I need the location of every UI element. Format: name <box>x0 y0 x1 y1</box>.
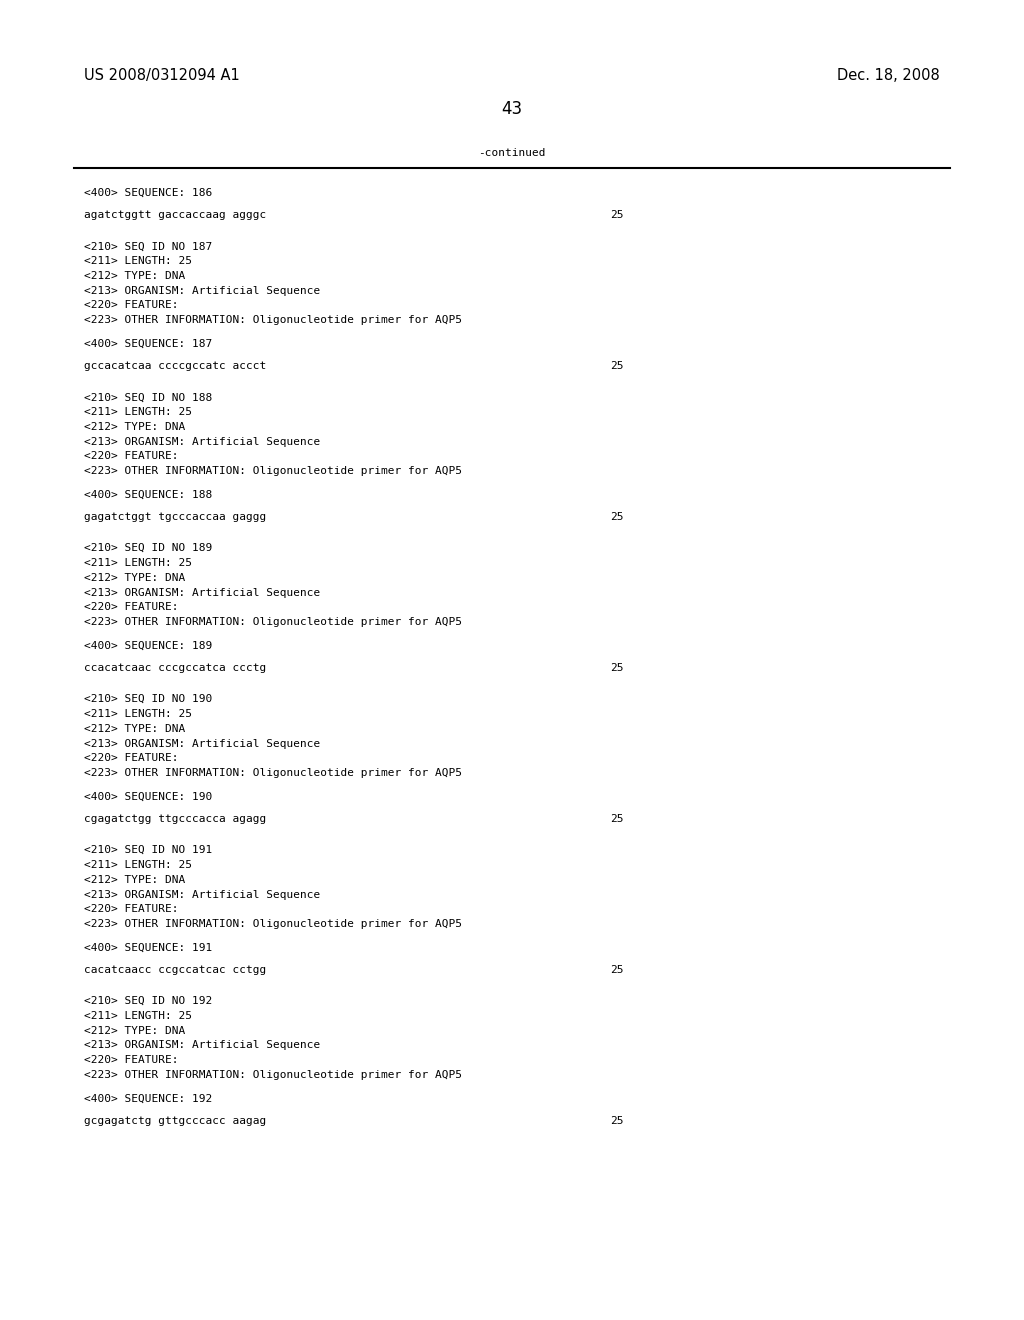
Text: <210> SEQ ID NO 188: <210> SEQ ID NO 188 <box>84 392 212 403</box>
Text: <210> SEQ ID NO 192: <210> SEQ ID NO 192 <box>84 997 212 1006</box>
Text: <220> FEATURE:: <220> FEATURE: <box>84 451 178 462</box>
Text: 25: 25 <box>610 210 624 220</box>
Text: <220> FEATURE:: <220> FEATURE: <box>84 301 178 310</box>
Text: 25: 25 <box>610 362 624 371</box>
Text: <400> SEQUENCE: 191: <400> SEQUENCE: 191 <box>84 942 212 953</box>
Text: <210> SEQ ID NO 187: <210> SEQ ID NO 187 <box>84 242 212 251</box>
Text: <400> SEQUENCE: 187: <400> SEQUENCE: 187 <box>84 339 212 348</box>
Text: cacatcaacc ccgccatcac cctgg: cacatcaacc ccgccatcac cctgg <box>84 965 266 975</box>
Text: Dec. 18, 2008: Dec. 18, 2008 <box>838 69 940 83</box>
Text: 25: 25 <box>610 1115 624 1126</box>
Text: <213> ORGANISM: Artificial Sequence: <213> ORGANISM: Artificial Sequence <box>84 739 321 748</box>
Text: <213> ORGANISM: Artificial Sequence: <213> ORGANISM: Artificial Sequence <box>84 437 321 446</box>
Text: 43: 43 <box>502 100 522 117</box>
Text: <223> OTHER INFORMATION: Oligonucleotide primer for AQP5: <223> OTHER INFORMATION: Oligonucleotide… <box>84 618 462 627</box>
Text: <400> SEQUENCE: 190: <400> SEQUENCE: 190 <box>84 792 212 801</box>
Text: <211> LENGTH: 25: <211> LENGTH: 25 <box>84 859 193 870</box>
Text: <400> SEQUENCE: 188: <400> SEQUENCE: 188 <box>84 490 212 500</box>
Text: <223> OTHER INFORMATION: Oligonucleotide primer for AQP5: <223> OTHER INFORMATION: Oligonucleotide… <box>84 919 462 929</box>
Text: <400> SEQUENCE: 189: <400> SEQUENCE: 189 <box>84 642 212 651</box>
Text: <220> FEATURE:: <220> FEATURE: <box>84 754 178 763</box>
Text: <212> TYPE: DNA: <212> TYPE: DNA <box>84 271 185 281</box>
Text: agatctggtt gaccaccaag agggc: agatctggtt gaccaccaag agggc <box>84 210 266 220</box>
Text: <212> TYPE: DNA: <212> TYPE: DNA <box>84 723 185 734</box>
Text: gccacatcaa ccccgccatc accct: gccacatcaa ccccgccatc accct <box>84 362 266 371</box>
Text: <400> SEQUENCE: 192: <400> SEQUENCE: 192 <box>84 1094 212 1104</box>
Text: <212> TYPE: DNA: <212> TYPE: DNA <box>84 422 185 432</box>
Text: US 2008/0312094 A1: US 2008/0312094 A1 <box>84 69 240 83</box>
Text: cgagatctgg ttgcccacca agagg: cgagatctgg ttgcccacca agagg <box>84 814 266 824</box>
Text: <212> TYPE: DNA: <212> TYPE: DNA <box>84 573 185 583</box>
Text: <223> OTHER INFORMATION: Oligonucleotide primer for AQP5: <223> OTHER INFORMATION: Oligonucleotide… <box>84 768 462 779</box>
Text: <211> LENGTH: 25: <211> LENGTH: 25 <box>84 1011 193 1020</box>
Text: 25: 25 <box>610 965 624 975</box>
Text: <213> ORGANISM: Artificial Sequence: <213> ORGANISM: Artificial Sequence <box>84 890 321 899</box>
Text: ccacatcaac cccgccatca ccctg: ccacatcaac cccgccatca ccctg <box>84 663 266 673</box>
Text: <223> OTHER INFORMATION: Oligonucleotide primer for AQP5: <223> OTHER INFORMATION: Oligonucleotide… <box>84 1071 462 1080</box>
Text: <212> TYPE: DNA: <212> TYPE: DNA <box>84 875 185 884</box>
Text: 25: 25 <box>610 663 624 673</box>
Text: gagatctggt tgcccaccaa gaggg: gagatctggt tgcccaccaa gaggg <box>84 512 266 523</box>
Text: <211> LENGTH: 25: <211> LENGTH: 25 <box>84 256 193 267</box>
Text: <220> FEATURE:: <220> FEATURE: <box>84 602 178 612</box>
Text: <400> SEQUENCE: 186: <400> SEQUENCE: 186 <box>84 187 212 198</box>
Text: <210> SEQ ID NO 189: <210> SEQ ID NO 189 <box>84 544 212 553</box>
Text: <213> ORGANISM: Artificial Sequence: <213> ORGANISM: Artificial Sequence <box>84 1040 321 1051</box>
Text: <211> LENGTH: 25: <211> LENGTH: 25 <box>84 407 193 417</box>
Text: 25: 25 <box>610 814 624 824</box>
Text: <223> OTHER INFORMATION: Oligonucleotide primer for AQP5: <223> OTHER INFORMATION: Oligonucleotide… <box>84 315 462 325</box>
Text: <220> FEATURE:: <220> FEATURE: <box>84 1055 178 1065</box>
Text: <223> OTHER INFORMATION: Oligonucleotide primer for AQP5: <223> OTHER INFORMATION: Oligonucleotide… <box>84 466 462 477</box>
Text: -continued: -continued <box>478 148 546 158</box>
Text: <213> ORGANISM: Artificial Sequence: <213> ORGANISM: Artificial Sequence <box>84 587 321 598</box>
Text: <210> SEQ ID NO 191: <210> SEQ ID NO 191 <box>84 845 212 855</box>
Text: 25: 25 <box>610 512 624 523</box>
Text: <211> LENGTH: 25: <211> LENGTH: 25 <box>84 709 193 719</box>
Text: <210> SEQ ID NO 190: <210> SEQ ID NO 190 <box>84 694 212 704</box>
Text: gcgagatctg gttgcccacc aagag: gcgagatctg gttgcccacc aagag <box>84 1115 266 1126</box>
Text: <211> LENGTH: 25: <211> LENGTH: 25 <box>84 558 193 568</box>
Text: <212> TYPE: DNA: <212> TYPE: DNA <box>84 1026 185 1036</box>
Text: <220> FEATURE:: <220> FEATURE: <box>84 904 178 915</box>
Text: <213> ORGANISM: Artificial Sequence: <213> ORGANISM: Artificial Sequence <box>84 285 321 296</box>
